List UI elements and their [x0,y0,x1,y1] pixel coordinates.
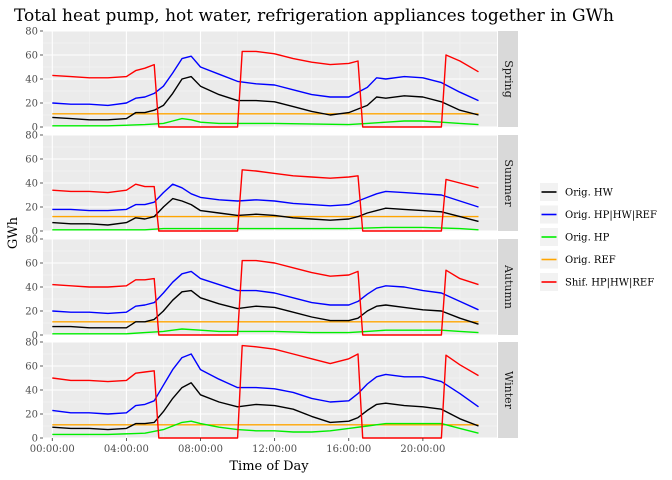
y-tick-label: 60 [25,362,38,373]
series-line-orig-hp-hw-ref [52,183,479,212]
y-tick-label: 60 [25,155,38,166]
y-tick-label: 40 [25,283,38,294]
facet-strip-label: Spring [502,60,515,97]
y-tick-label: 40 [25,386,38,397]
series-line-orig-hp [52,420,479,436]
x-tick-label: 00:00:00 [30,444,75,455]
y-tick-label: 0 [32,123,38,134]
y-tick-label: 80 [25,338,38,349]
panel-spring: 0 20 40 60 80 Spring [25,27,518,134]
x-axis: 00:00:00 04:00:00 08:00:00 12:00:00 16:00:00… [30,438,445,455]
y-tick-label: 0 [32,227,38,238]
y-tick-label: 60 [25,259,38,270]
facet-strip [498,135,518,231]
series-line-shif-hp-hw-ref [52,169,479,232]
y-tick-label: 20 [25,99,38,110]
series-line-orig-hw [52,382,479,431]
series-line-orig-hp [52,328,479,335]
y-tick-label: 20 [25,410,38,421]
y-axis-title: GWh [6,216,21,249]
facet-strip [498,239,518,335]
legend-item-shif-hp-hw-ref: Shif. HP|HW|REF [540,273,654,291]
series-line-orig-hw [52,289,479,329]
legend-label: Orig. HW [565,188,614,199]
y-tick-label: 60 [25,51,38,62]
legend-item-orig-hp: Orig. HP [540,228,610,246]
panel-summer: 0 20 40 60 80 Summer [25,131,518,238]
legend: Orig. HW Orig. HP|HW|REF Orig. HP Orig. REF… [540,183,657,291]
panel-autumn: 0 20 40 60 80 Autumn [25,235,518,342]
legend-label: Orig. HP|HW|REF [565,210,657,221]
x-tick-label: 08:00:00 [178,444,223,455]
legend-item-orig-hp-hw-ref: Orig. HP|HW|REF [540,205,657,224]
legend-label: Orig. REF [565,255,616,266]
y-tick-label: 80 [25,235,38,246]
x-tick-label: 20:00:00 [400,444,445,455]
y-tick-label: 0 [32,331,38,342]
x-axis-title: Time of Day [229,459,309,474]
x-tick-label: 04:00:00 [104,444,149,455]
series-line-orig-hw [52,75,479,121]
series-line-orig-hp [52,226,479,231]
y-tick-label: 80 [25,27,38,38]
series-line-shif-hp-hw-ref [52,344,479,439]
legend-label: Orig. HP [565,233,610,244]
legend-label: Shif. HP|HW|REF [565,278,654,289]
facet-strip-label: Summer [502,159,515,207]
x-tick-label: 12:00:00 [252,444,297,455]
y-tick-label: 20 [25,307,38,318]
facet-panels: 0 20 40 60 80 Spring 0 20 40 60 80 Summer 0 20 40 60 80 A… [25,27,518,445]
facet-strip-label: Winter [502,371,515,410]
series-line-orig-hp-hw-ref [52,55,479,107]
facet-strip [498,31,518,127]
series-line-orig-hp-hw-ref [52,353,479,415]
legend-item-orig-ref: Orig. REF [540,250,616,269]
facet-strip [498,342,518,438]
y-tick-label: 0 [32,434,38,445]
panel-winter: 0 20 40 60 80 Winter [25,338,518,445]
y-tick-label: 40 [25,75,38,86]
series-line-orig-hp-hw-ref [52,270,479,315]
y-tick-label: 40 [25,179,38,190]
facet-strip-label: Autumn [502,264,515,309]
series-line-orig-hw [52,197,479,226]
series-line-shif-hp-hw-ref [52,259,479,336]
legend-item-orig-hw: Orig. HW [540,183,614,201]
series-line-orig-hp [52,117,479,127]
series-line-shif-hp-hw-ref [52,50,479,128]
y-tick-label: 80 [25,131,38,142]
x-tick-label: 16:00:00 [326,444,371,455]
chart-title: Total heat pump, hot water, refrigeratio… [14,6,614,26]
y-tick-label: 20 [25,203,38,214]
